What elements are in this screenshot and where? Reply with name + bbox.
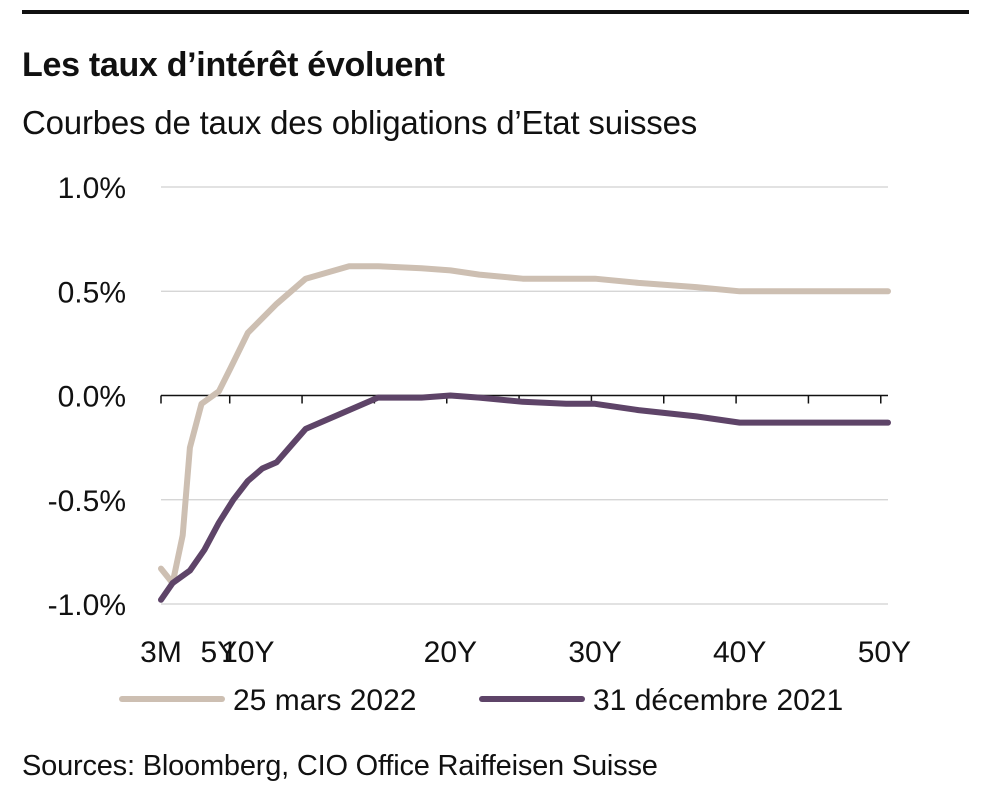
chart-title: Les taux d’intérêt évoluent [22, 46, 445, 84]
chart-subtitle: Courbes de taux des obligations d’Etat s… [22, 104, 698, 141]
legend: 25 mars 2022 31 décembre 2021 [119, 684, 843, 717]
y-tick-label: 0.0% [58, 381, 126, 414]
series-line-2 [158, 392, 891, 603]
gridlines [161, 186, 888, 605]
x-tick-label: 5Y [201, 636, 238, 669]
y-tick-labels: 1.0% 0.5% 0.0% -0.5% -1.0% [48, 172, 126, 622]
x-tick-label: 40Y [713, 636, 766, 669]
y-tick-label: 1.0% [58, 172, 126, 205]
source-note: Sources: Bloomberg, CIO Office Raiffeise… [22, 750, 658, 782]
series-line-1 [158, 263, 891, 587]
x-tick-label: 20Y [424, 636, 477, 669]
x-tick-label: 10Y [221, 636, 274, 669]
series-lines [158, 263, 891, 603]
x-axis [160, 394, 888, 404]
x-tick-label: 50Y [858, 636, 911, 669]
x-tick-label: 30Y [568, 636, 621, 669]
legend-label-2: 31 décembre 2021 [593, 684, 843, 717]
top-rule [22, 10, 969, 14]
legend-label-1: 25 mars 2022 [233, 684, 416, 717]
y-tick-label: -0.5% [48, 485, 126, 518]
x-tick-label: 3M [140, 636, 182, 669]
y-tick-label: -1.0% [48, 589, 126, 622]
y-tick-label: 0.5% [58, 276, 126, 309]
